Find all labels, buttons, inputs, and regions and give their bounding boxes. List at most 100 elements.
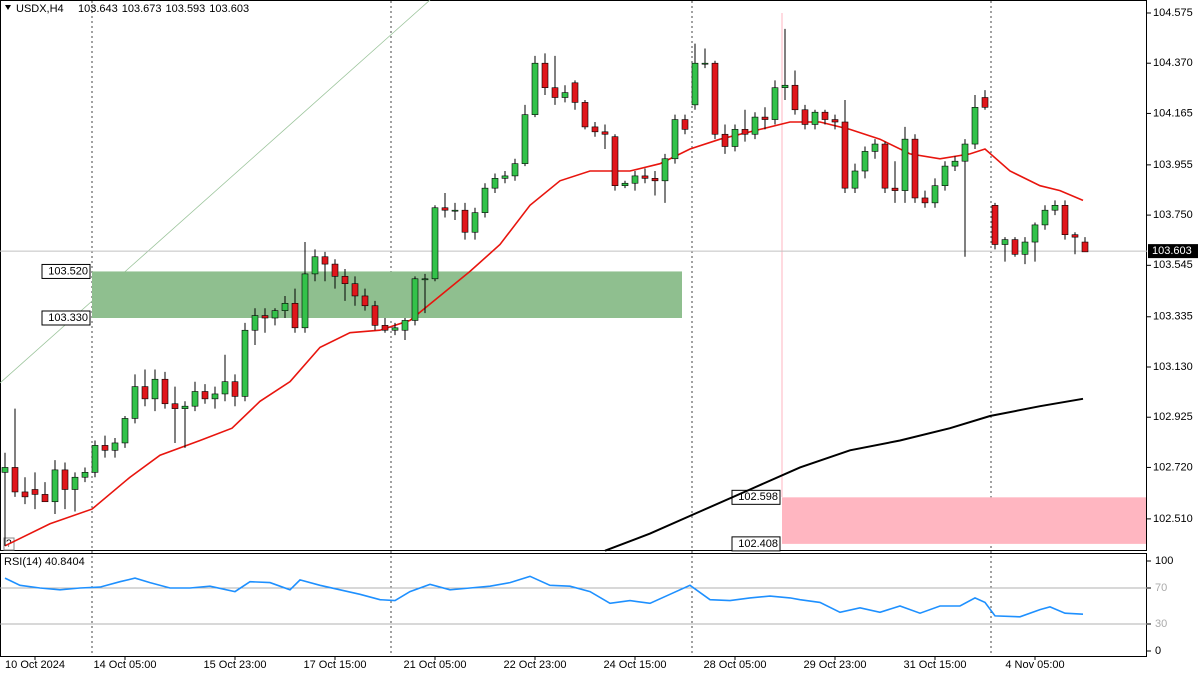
candle-body xyxy=(1021,241,1029,255)
candle-body xyxy=(1071,234,1079,238)
candle-body xyxy=(981,97,989,108)
x-tick-label: 24 Oct 15:00 xyxy=(604,659,667,671)
candle-body xyxy=(991,205,999,245)
y-tick-label: 104.575 xyxy=(1153,7,1193,19)
candle-body xyxy=(711,62,719,135)
candle-body xyxy=(801,109,809,125)
y-tick-label: 104.370 xyxy=(1153,57,1193,69)
candle-body xyxy=(881,143,889,189)
candle-body xyxy=(61,469,69,490)
candle-body xyxy=(941,165,949,187)
candle-body xyxy=(581,102,589,128)
current-price-box xyxy=(1148,244,1198,259)
candle-body xyxy=(671,119,679,160)
x-tick-label: 15 Oct 23:00 xyxy=(204,659,267,671)
candle-body xyxy=(601,131,609,135)
candle-body xyxy=(1031,224,1039,243)
candle-body xyxy=(11,467,19,493)
candle-body xyxy=(301,273,309,329)
candle-body xyxy=(51,469,59,503)
x-tick-label: 17 Oct 15:00 xyxy=(304,659,367,671)
candle-body xyxy=(431,207,439,280)
candle-body xyxy=(921,197,929,204)
candle-body xyxy=(411,278,419,321)
candle-body xyxy=(521,114,529,164)
candle-body xyxy=(811,111,819,125)
candle-body xyxy=(781,84,789,89)
y-tick-label: 103.750 xyxy=(1153,209,1193,221)
candle-body xyxy=(451,209,459,212)
candle-body xyxy=(261,315,269,319)
candle-body xyxy=(141,386,149,400)
trend-line xyxy=(0,0,431,384)
candle-body xyxy=(191,391,199,407)
candle-body xyxy=(931,185,939,204)
zone-label: 103.520 xyxy=(48,265,88,277)
candle-body xyxy=(791,84,799,111)
candle-body xyxy=(1011,239,1019,255)
candle-body xyxy=(771,87,779,120)
candle-body xyxy=(31,489,39,495)
price-panel-frame xyxy=(0,0,1147,551)
rsi-tick-label: 70 xyxy=(1155,582,1167,594)
candle-body xyxy=(871,143,879,152)
candle-body xyxy=(821,111,829,120)
candle-body xyxy=(661,158,669,182)
candle-body xyxy=(131,386,139,419)
candle-body xyxy=(501,175,509,179)
candle-body xyxy=(371,305,379,326)
y-tick-label: 104.165 xyxy=(1153,107,1193,119)
candle-body xyxy=(741,129,749,135)
candle-body xyxy=(121,418,129,444)
candle-body xyxy=(1041,209,1049,226)
candle-body xyxy=(761,116,769,120)
candle-body xyxy=(421,278,429,281)
candle-body xyxy=(751,116,759,135)
candle-body xyxy=(911,138,919,199)
candle-body xyxy=(241,329,249,397)
x-tick-label: 10 Oct 2024 xyxy=(5,659,65,671)
candle-body xyxy=(161,378,169,405)
candle-body xyxy=(471,212,479,233)
candle-body xyxy=(21,491,29,498)
candle-body xyxy=(281,302,289,311)
candle-body xyxy=(351,283,359,297)
candle-body xyxy=(571,82,579,103)
candle-body xyxy=(851,170,859,189)
zone-label-box xyxy=(41,310,91,326)
candle-body xyxy=(891,187,899,191)
candle-body xyxy=(531,62,539,115)
zone-label-box xyxy=(731,536,781,552)
candle-body xyxy=(71,476,79,490)
menu-arrow xyxy=(5,5,11,10)
candle-body xyxy=(481,187,489,213)
zone-label-box xyxy=(41,263,91,279)
candle-body xyxy=(441,207,449,211)
symbol-title: USDX,H4 xyxy=(16,3,64,15)
x-tick-label: 29 Oct 23:00 xyxy=(804,659,867,671)
candle-body xyxy=(1,467,9,473)
y-tick-label: 103.335 xyxy=(1153,311,1193,323)
candle-body xyxy=(1001,239,1009,245)
rsi-tick-label: 100 xyxy=(1155,555,1173,567)
moving-average xyxy=(4,121,1084,547)
candle-body xyxy=(91,445,99,473)
x-tick-label: 21 Oct 05:00 xyxy=(404,659,467,671)
candle-body xyxy=(251,315,259,331)
y-tick-label: 102.925 xyxy=(1153,411,1193,423)
ohlc-header: 103.643 103.673 103.593 103.603 xyxy=(78,3,249,15)
candle-body xyxy=(731,129,739,147)
candle-body xyxy=(41,494,49,503)
candle-body xyxy=(271,310,279,319)
candle-body xyxy=(961,143,969,162)
rsi-line xyxy=(4,575,1084,618)
ohlc-value: 103.673 xyxy=(122,3,162,15)
candle-body xyxy=(511,163,519,177)
candle-body xyxy=(291,302,299,329)
x-tick-label: 31 Oct 15:00 xyxy=(904,659,967,671)
candle-body xyxy=(721,133,729,147)
candle-body xyxy=(331,263,339,277)
ohlc-value: 103.603 xyxy=(209,3,249,15)
candle-body xyxy=(831,119,839,123)
candle-body xyxy=(391,327,399,331)
